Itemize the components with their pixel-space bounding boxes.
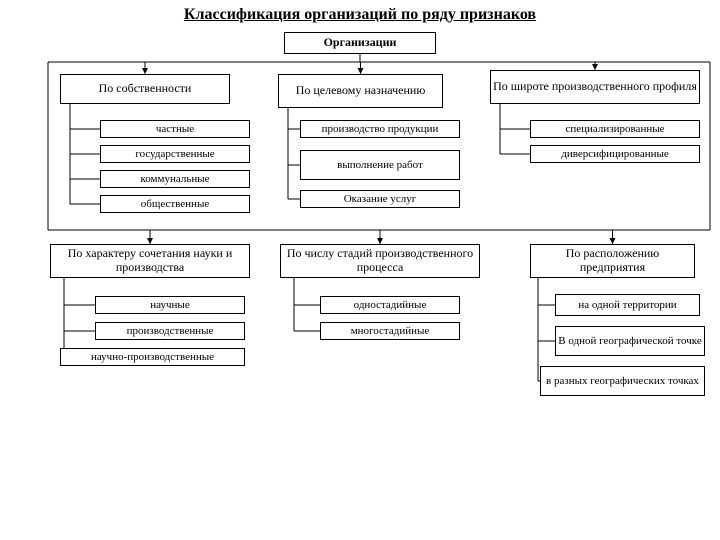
item-r2a3: научно-производственные — [60, 348, 245, 366]
diagram-title: Классификация организаций по ряду призна… — [130, 6, 590, 28]
item-r2a2: производственные — [95, 322, 245, 340]
item-r1c1: специализированные — [530, 120, 700, 138]
category-r2b: По числу стадий производственного процес… — [280, 244, 480, 278]
item-r1a3: коммунальные — [100, 170, 250, 188]
item-r1b2: выполнение работ — [300, 150, 460, 180]
item-r2c1: на одной территории — [555, 294, 700, 316]
item-r1b3: Оказание услуг — [300, 190, 460, 208]
item-r1a2: государственные — [100, 145, 250, 163]
item-r1b1: производство продукции — [300, 120, 460, 138]
root-box: Организации — [284, 32, 436, 54]
category-r2c: По расположению предприятия — [530, 244, 695, 278]
item-r2b2: многостадийные — [320, 322, 460, 340]
item-r2b1: одностадийные — [320, 296, 460, 314]
item-r1a4: общественные — [100, 195, 250, 213]
item-r1c2: диверсифицированные — [530, 145, 700, 163]
category-r2a: По характеру сочетания науки и производс… — [50, 244, 250, 278]
category-r1a: По собственности — [60, 74, 230, 104]
item-r1a1: частные — [100, 120, 250, 138]
item-r2a1: научные — [95, 296, 245, 314]
diagram-stage: Классификация организаций по ряду призна… — [0, 0, 720, 540]
item-r2c2: В одной географической точке — [555, 326, 705, 356]
category-r1b: По целевому назначению — [278, 74, 443, 108]
category-r1c: По широте производственного профиля — [490, 70, 700, 104]
item-r2c3: в разных географических точках — [540, 366, 705, 396]
